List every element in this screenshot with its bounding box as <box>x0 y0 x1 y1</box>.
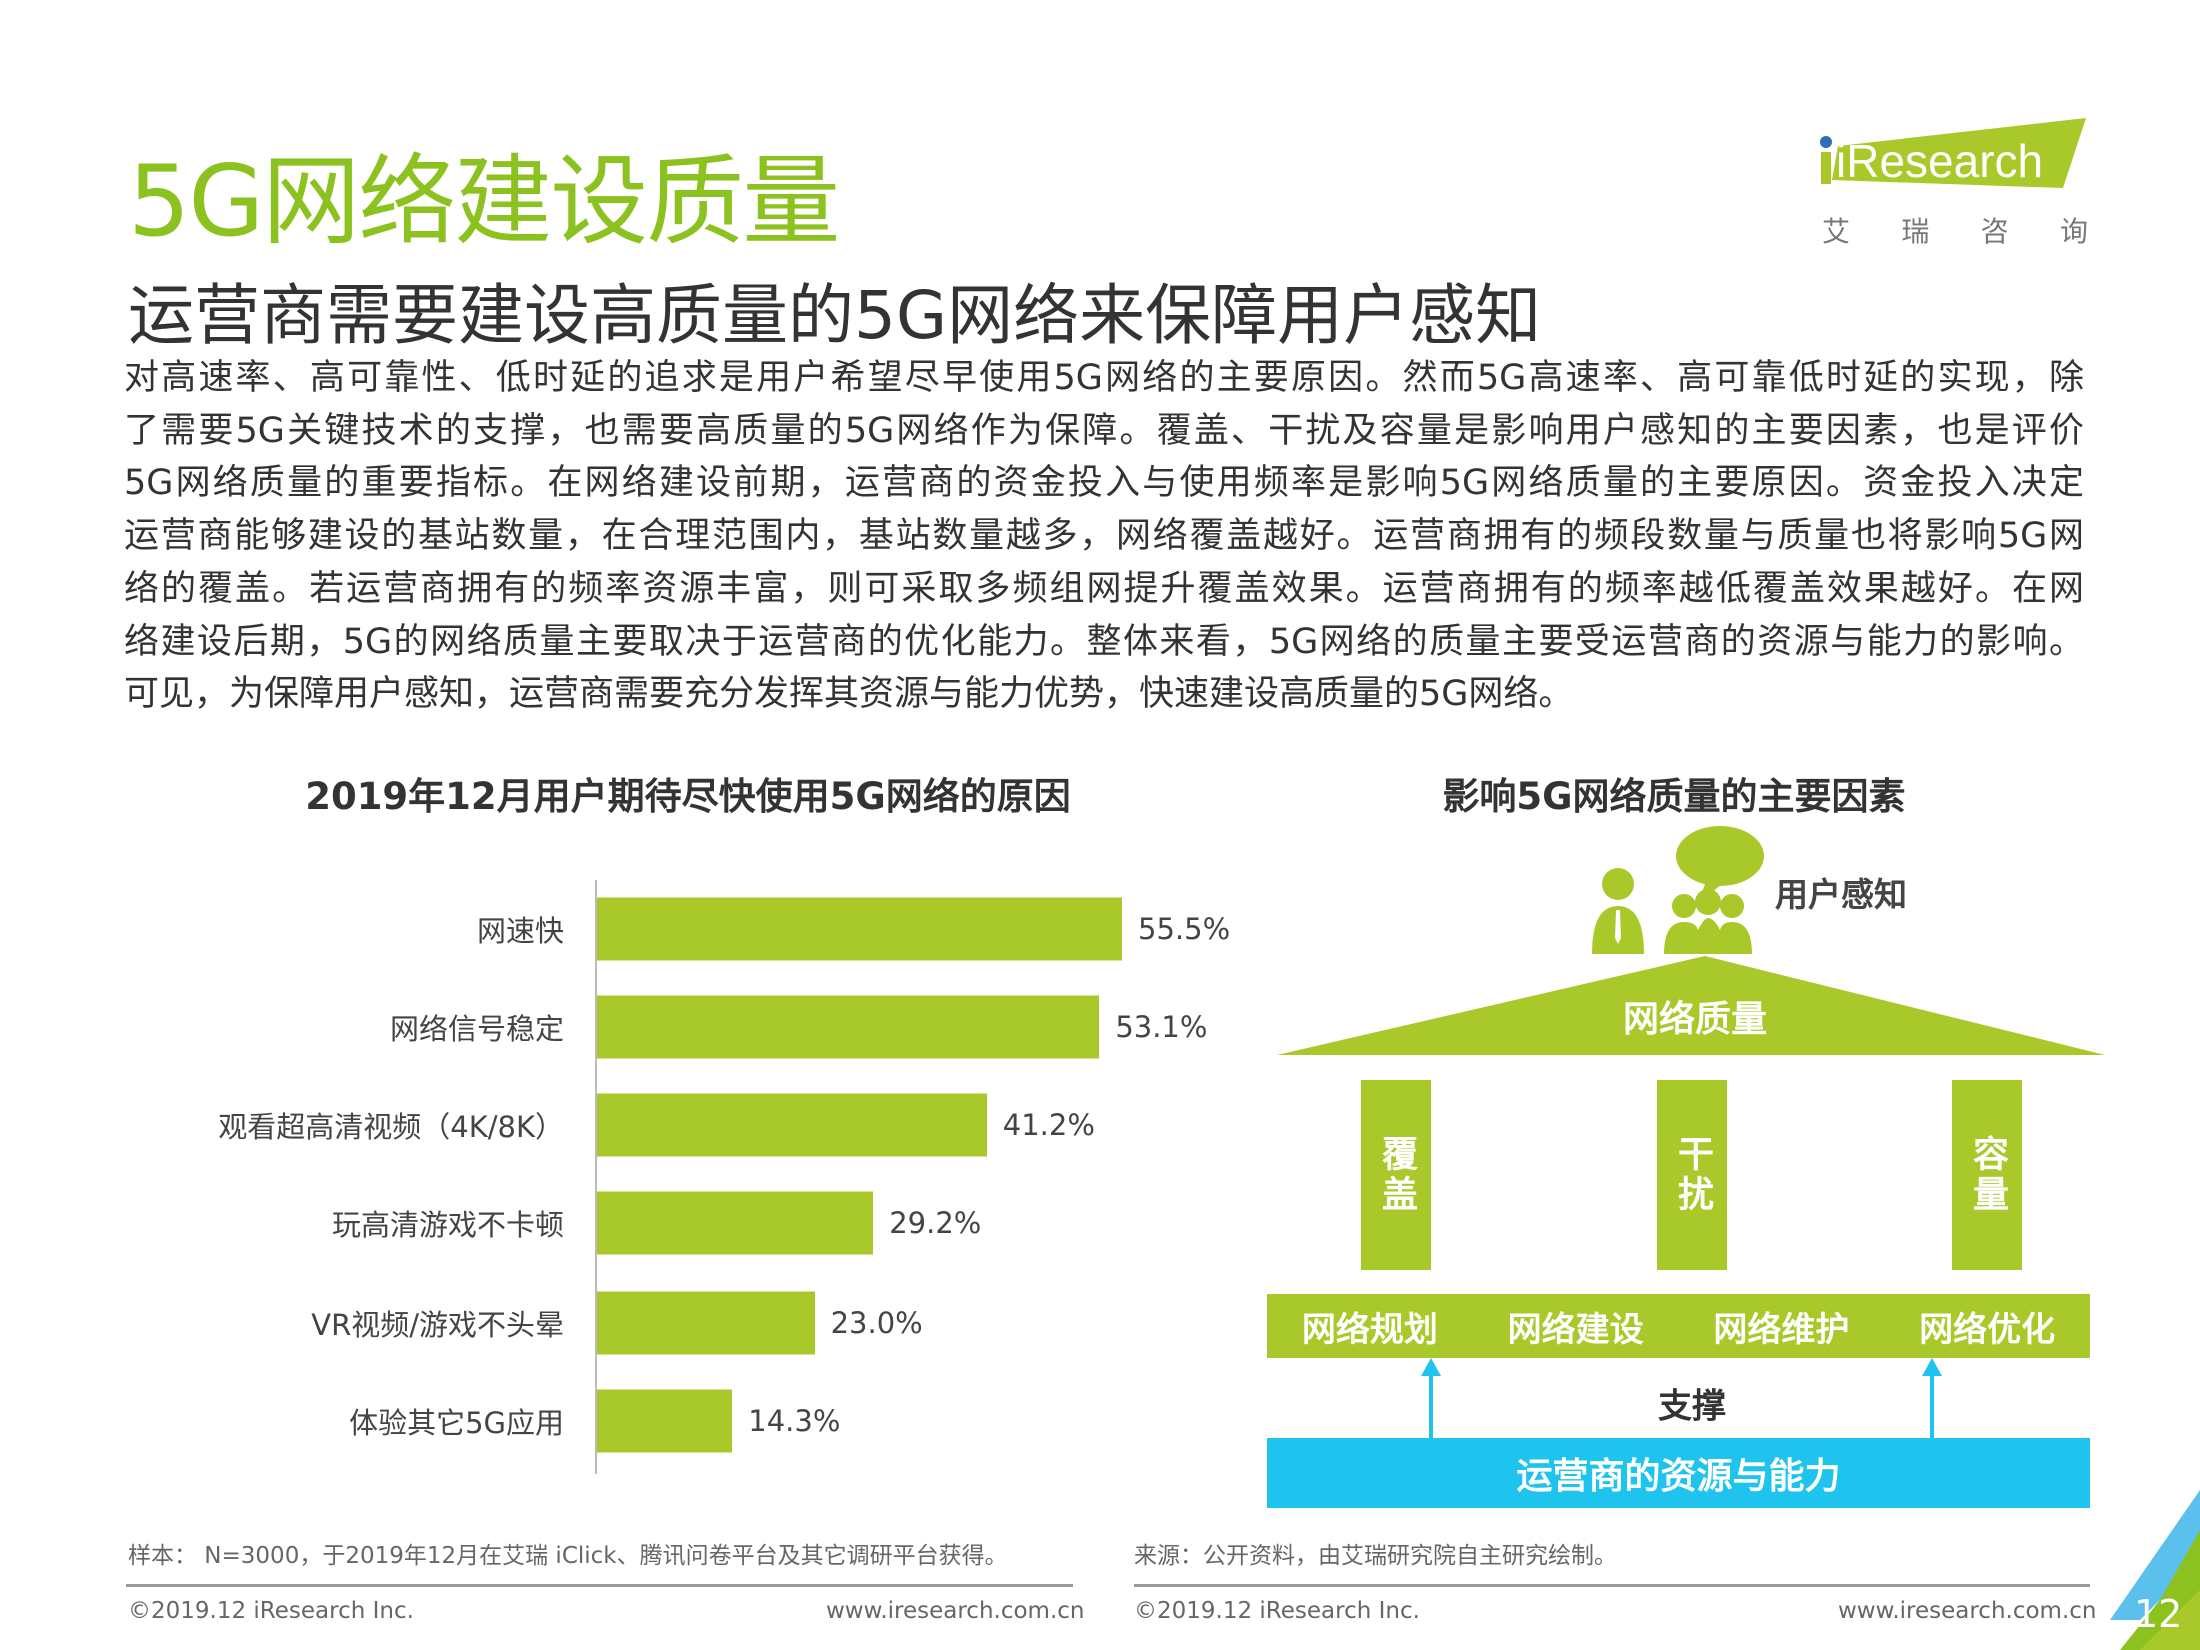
arrow-up-icon <box>1421 1358 1441 1440</box>
bar-value-label: 53.1% <box>1115 1010 1208 1044</box>
bar <box>597 1093 987 1157</box>
body-line: 对高速率、高可靠性、低时延的追求是用户希望尽早使用5G网络的主要原因。然而5G高… <box>124 358 2084 398</box>
band-item: 网络优化 <box>1919 1309 2056 1350</box>
bar-category-label: VR视频/游戏不头晕 <box>311 1308 564 1342</box>
pillar-interference: 干扰 <box>1657 1080 1727 1270</box>
logo-cn: 咨 <box>1980 215 2009 248</box>
website: www.iresearch.com.cn <box>826 1598 1085 1624</box>
body-line: 5G网络质量的重要指标。在网络建设前期，运营商的资金投入与使用频率是影响5G网络… <box>124 463 2084 504</box>
bar-value-label: 41.2% <box>1002 1108 1095 1142</box>
copyright: ©2019.12 iResearch Inc. <box>1134 1598 1420 1624</box>
divider <box>1134 1584 2090 1587</box>
support-label: 支撑 <box>1658 1386 1726 1427</box>
page-title: 5G网络建设质量 <box>128 145 840 259</box>
corner-decoration <box>2110 1490 2200 1650</box>
pillar-capacity: 容量 <box>1952 1080 2022 1270</box>
logo: iResearch 艾 瑞 咨 询 <box>1818 118 2088 248</box>
bar-category-label: 玩高清游戏不卡顿 <box>331 1208 564 1242</box>
band-item: 网络规划 <box>1301 1309 1438 1350</box>
chart-axis <box>595 880 597 1474</box>
roof-shape <box>1277 956 2105 1055</box>
copyright: ©2019.12 iResearch Inc. <box>128 1598 414 1624</box>
bar <box>597 1389 733 1453</box>
user-perception-label: 用户感知 <box>1775 875 1907 914</box>
sample-note: 样本： N=3000，于2019年12月在艾瑞 iClick、腾讯问卷平台及其它… <box>128 1543 1008 1569</box>
bar <box>597 1191 874 1255</box>
bar-value-label: 29.2% <box>889 1206 982 1240</box>
website: www.iresearch.com.cn <box>1838 1598 2097 1624</box>
logo-cn: 瑞 <box>1901 215 1930 248</box>
bar <box>597 995 1100 1059</box>
band-item: 网络建设 <box>1507 1309 1644 1350</box>
page-number: 12 <box>2134 1592 2183 1636</box>
body-line: 可见，为保障用户感知，运营商需要充分发挥其资源与能力优势，快速建设高质量的5G网… <box>124 674 1574 715</box>
chart-title: 2019年12月用户期待尽快使用5G网络的原因 <box>305 775 1071 818</box>
bar-category-label: 网速快 <box>476 914 564 948</box>
body-line: 运营商能够建设的基站数量，在合理范围内，基站数量越多，网络覆盖越好。运营商拥有的… <box>124 516 2084 557</box>
logo-text: iResearch <box>1836 135 2044 187</box>
band-item: 网络维护 <box>1713 1309 1850 1350</box>
body-line: 络建设后期，5G的网络质量主要取决于运营商的优化能力。整体来看，5G网络的质量主… <box>124 621 2084 662</box>
users-icon <box>1592 826 1764 954</box>
arrow-up-icon <box>1922 1358 1942 1440</box>
diagram-title: 影响5G网络质量的主要因素 <box>1442 775 1906 818</box>
network-ops-band: 网络规划 网络建设 网络维护 网络优化 <box>1267 1294 2090 1358</box>
bar-category-label: 体验其它5G应用 <box>349 1406 564 1440</box>
page-subtitle: 运营商需要建设高质量的5G网络来保障用户感知 <box>128 277 1542 354</box>
bar-value-label: 23.0% <box>830 1306 923 1340</box>
bar-value-label: 55.5% <box>1138 912 1231 946</box>
divider <box>126 1584 1073 1587</box>
source-note: 来源：公开资料，由艾瑞研究院自主研究绘制。 <box>1134 1543 1617 1569</box>
bar-value-label: 14.3% <box>748 1404 841 1438</box>
resources-band: 运营商的资源与能力 <box>1267 1438 2090 1508</box>
bar <box>597 1291 815 1355</box>
body-line: 络的覆盖。若运营商拥有的频率资源丰富，则可采取多频组网提升覆盖效果。运营商拥有的… <box>124 568 2084 609</box>
logo-banner-icon <box>1820 118 2086 188</box>
logo-cn: 询 <box>2059 215 2088 248</box>
pillar-coverage: 覆盖 <box>1361 1080 1431 1270</box>
logo-cn: 艾 <box>1822 215 1851 248</box>
body-line: 了需要5G关键技术的支撑，也需要高质量的5G网络作为保障。覆盖、干扰及容量是影响… <box>124 410 2084 451</box>
bar-category-label: 网络信号稳定 <box>389 1012 564 1046</box>
roof-label: 网络质量 <box>1622 999 1768 1040</box>
bar-category-label: 观看超高清视频（4K/8K） <box>218 1110 564 1144</box>
bar <box>597 897 1123 961</box>
body-text: 对高速率、高可靠性、低时延的追求是用户希望尽早使用5G网络的主要原因。然而5G高… <box>124 352 2084 721</box>
